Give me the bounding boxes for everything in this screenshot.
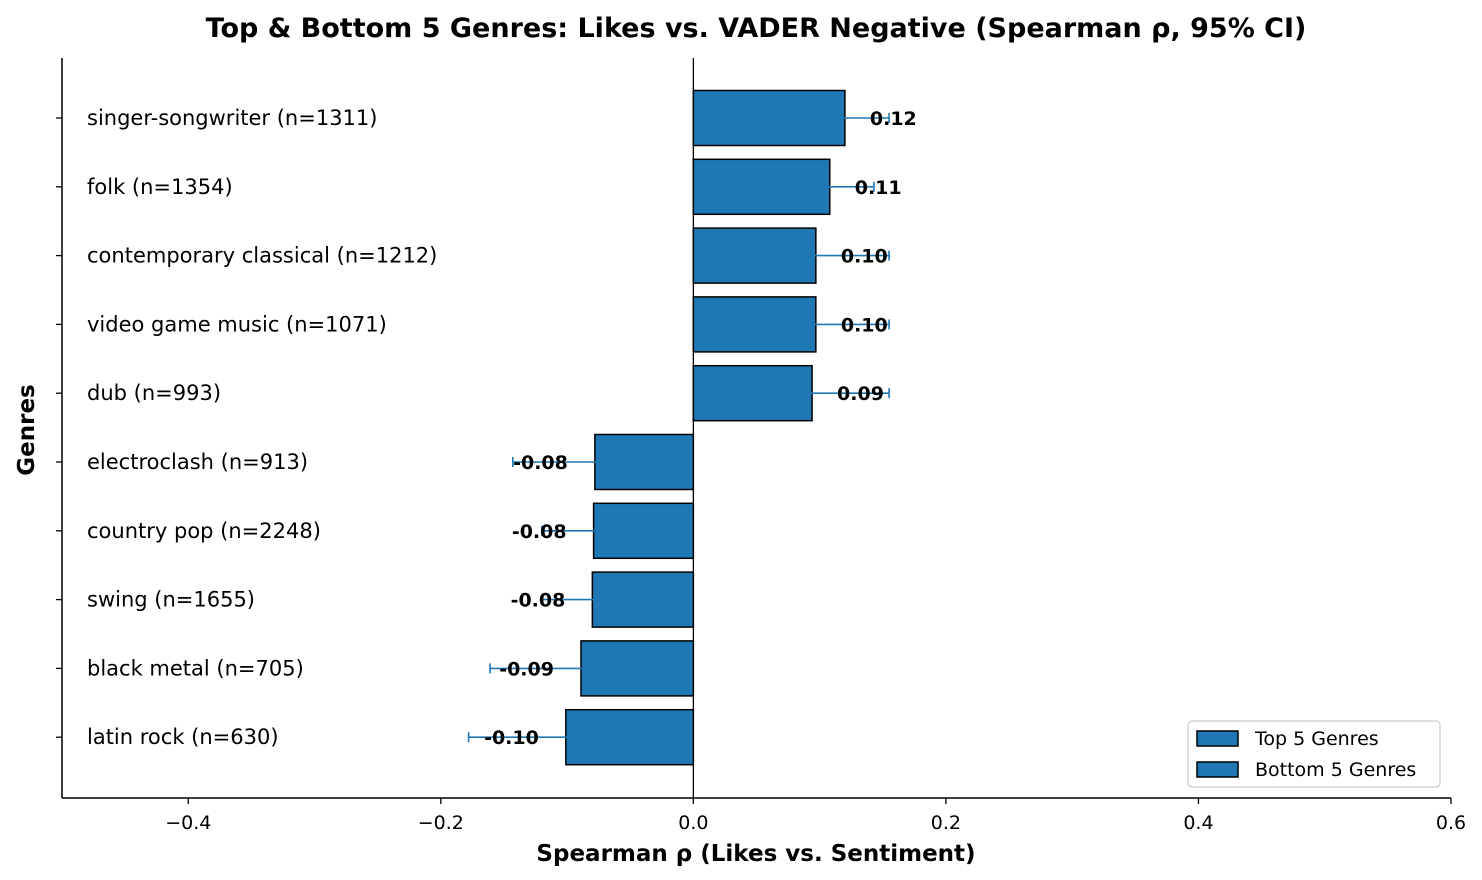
value-label: 0.12 <box>870 108 917 130</box>
plot-area: −0.4 −0.2 0.0 0.2 0.4 0.6 singer-songwriter (n… <box>56 58 1466 834</box>
value-label: -0.08 <box>512 521 567 543</box>
value-label: 0.09 <box>837 383 884 405</box>
x-tick-label: 0.2 <box>931 812 961 834</box>
x-tick-label: 0.0 <box>678 812 708 834</box>
x-axis-label: Spearman ρ (Likes vs. Sentiment) <box>536 841 975 867</box>
value-label: -0.08 <box>513 452 568 474</box>
category-label: country pop (n=2248) <box>87 519 321 543</box>
x-tick-label: 0.4 <box>1183 812 1213 834</box>
legend: Top 5 Genres Bottom 5 Genres <box>1187 720 1441 788</box>
category-label: swing (n=1655) <box>87 588 255 612</box>
y-axis-label: Genres <box>14 384 40 475</box>
chart-title: Top & Bottom 5 Genres: Likes vs. VADER N… <box>206 13 1307 44</box>
x-tick-label: 0.6 <box>1436 812 1466 834</box>
category-label: dub (n=993) <box>87 381 221 405</box>
legend-swatch <box>1196 730 1239 747</box>
category-label: latin rock (n=630) <box>87 725 279 749</box>
value-label: -0.08 <box>511 590 566 612</box>
legend-label: Bottom 5 Genres <box>1255 759 1416 781</box>
value-label: -0.10 <box>484 727 539 749</box>
category-label: video game music (n=1071) <box>87 312 387 336</box>
category-label: contemporary classical (n=1212) <box>87 244 437 268</box>
value-label: -0.09 <box>499 658 554 680</box>
legend-frame <box>1187 720 1441 788</box>
value-label: 0.10 <box>841 314 888 336</box>
category-label: folk (n=1354) <box>87 175 233 199</box>
legend-label: Top 5 Genres <box>1254 728 1379 750</box>
value-label: 0.10 <box>841 246 888 268</box>
category-label: black metal (n=705) <box>87 656 304 680</box>
category-label: singer-songwriter (n=1311) <box>87 106 377 130</box>
legend-swatch <box>1196 761 1239 778</box>
value-label: 0.11 <box>855 177 902 199</box>
x-tick-label: −0.2 <box>418 812 464 834</box>
x-tick-label: −0.4 <box>165 812 211 834</box>
category-label: electroclash (n=913) <box>87 450 308 474</box>
